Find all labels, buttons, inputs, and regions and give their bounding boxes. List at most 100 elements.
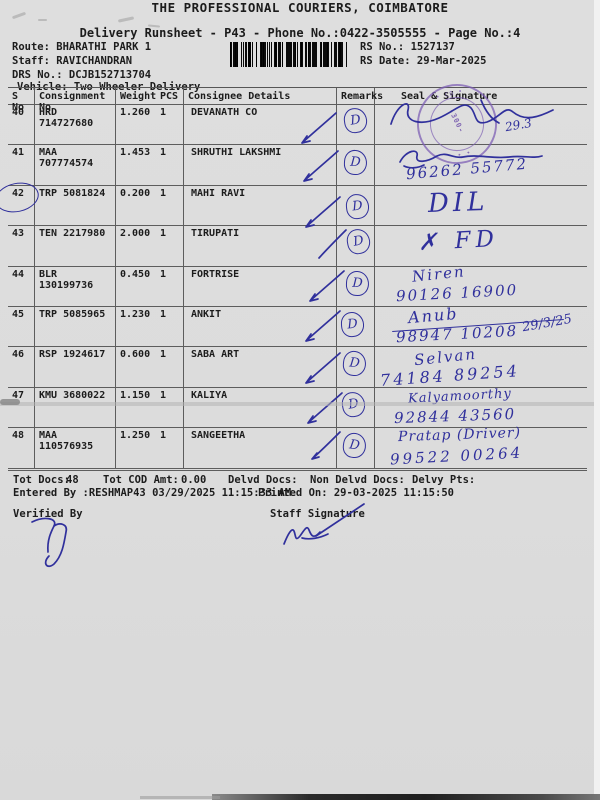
drs-label: DRS No.: [12,69,63,81]
cell-seal [375,226,587,267]
cell-remarks [337,306,375,348]
tick-arrow-row-44 [309,270,345,302]
cell-pcs: 1 [160,187,167,199]
tick-arrow-row-43 [318,229,347,259]
staff-signature-scrawl [283,503,365,545]
cell-consignee: SHRUTHI LAKSHMI [184,145,337,186]
cell-consignee: MAHI RAVI [184,185,337,227]
cell-pcs: 1 [160,308,167,320]
runsheet-barcode [230,42,347,67]
cell-seal [375,307,587,348]
tot-docs-value: 48 [66,474,79,486]
drs-line: DRS No.: DCJB152713704 [12,69,151,81]
col-header-consignee: Consignee Details [184,88,337,105]
delvd-docs-label: Delvd Docs: [228,474,298,486]
cell-seal [375,347,587,388]
staff-line: Staff: RAVICHANDRAN [12,55,132,67]
cell-weight-pcs: 1.230 1 [116,306,184,348]
tick-arrow-row-41 [303,150,339,182]
verified-by-label: Verified By [13,508,83,520]
consignment-table: S No Consignment No Weight PCS Consignee … [8,87,587,469]
cell-remarks [337,105,375,146]
cell-remarks [337,428,375,469]
verified-by-signature [31,517,68,568]
runsheet-subtitle: Delivery Runsheet - P43 - Phone No.:0422… [79,26,521,40]
scan-smudge [38,19,47,21]
col-header-remarks: Remarks [337,88,383,105]
cell-pcs: 1 [160,107,167,118]
cell-consignment-no: KMU 3680022 [35,387,116,429]
rs-no-value: 1527137 [410,41,455,53]
entered-by-line: Entered By :RESHMAP43 03/29/2025 11:15:3… [13,487,292,499]
scan-ink-blob [0,399,20,405]
signature-scrawl-row-41 [399,150,543,169]
cell-weight-pcs: 1.453 1 [116,145,184,186]
table-bottom-double-line [8,470,587,471]
cell-remarks [337,185,375,227]
cell-consignment-no: TEN 2217980 [35,226,116,267]
tick-arrow-row-40 [301,112,337,144]
company-title: THE PROFESSIONAL COURIERS, COIMBATORE [151,0,449,15]
cell-seal [375,105,587,146]
cell-s-no: 45 [8,306,35,348]
cell-weight: 0.200 [120,187,151,199]
cell-weight: 1.453 [120,147,151,159]
non-delvd-docs-label: Non Delvd Docs: [310,474,405,486]
tot-cod-label: Tot COD Amt: [103,474,179,486]
cell-weight: 1.260 [120,107,151,118]
cell-s-no: 46 [8,347,35,388]
cell-remarks [337,145,375,186]
cell-weight: 0.600 [120,349,151,361]
cell-weight-pcs: 1.150 1 [116,387,184,429]
tick-arrow-row-47 [307,392,343,424]
cell-consignee: FORTRISE [184,266,337,307]
cell-s-no: 48 [8,428,35,469]
cell-consignment-no: MAA 110576935 [35,428,116,469]
cell-seal [375,388,587,429]
cell-consignment-no: MAA 707774574 [35,145,116,186]
rs-no-label: RS No.: [360,41,405,53]
cell-weight: 1.230 [120,308,151,320]
tot-docs-label: Tot Docs: [13,474,70,486]
tot-cod-value: 0.00 [181,474,207,486]
route-label: Route: [12,41,50,53]
cell-remarks [337,347,375,388]
tick-arrow-row-46 [305,352,341,384]
staff-signature-label: Staff Signature [270,508,365,520]
cell-weight: 1.150 [120,389,151,401]
tick-arrow-row-42 [305,196,341,228]
cell-consignee: KALIYA [184,387,337,429]
printed-on-line: Printed On: 29-03-2025 11:15:50 [258,487,454,499]
cell-pcs: 1 [160,430,167,442]
rs-date-line: RS Date: 29-Mar-2025 [360,55,486,67]
cell-consignee: SANGEETHA [184,428,337,469]
cell-s-no: 44 [8,266,35,307]
signature-scrawl-row-40 [390,99,554,125]
cell-consignment-no: HRD 714727680 [35,105,116,146]
drs-value: DCJB152713704 [68,69,152,81]
cell-weight-pcs: 0.600 1 [116,347,184,388]
cell-remarks [337,387,375,429]
cell-weight-pcs: 1.260 1 [116,105,184,146]
handwritten-text-row-42: DIL [427,186,489,220]
staff-value: RAVICHANDRAN [56,55,133,67]
cell-pcs: 1 [160,147,167,159]
cell-s-no: 42 [8,185,35,227]
cell-consignee: DEVANATH CO [184,105,337,146]
scan-right-edge [594,0,600,800]
scan-bottom-edge [212,794,600,800]
rs-date-label: RS Date: [360,55,411,67]
cell-consignee: ANKIT [184,306,337,348]
cell-seal [375,267,587,307]
col-header-pcs: PCS [160,91,179,102]
scan-smudge [117,16,135,23]
cell-weight: 0.450 [120,268,151,280]
cell-consignment-no: TRP 5081824 [35,185,116,227]
scan-bottom-edge-faint [140,796,220,799]
cell-weight: 2.000 [120,228,151,240]
tick-arrow-row-48 [311,431,341,460]
cell-pcs: 1 [160,228,167,240]
cell-weight-pcs: 0.200 1 [116,185,184,227]
cell-remarks [337,266,375,307]
